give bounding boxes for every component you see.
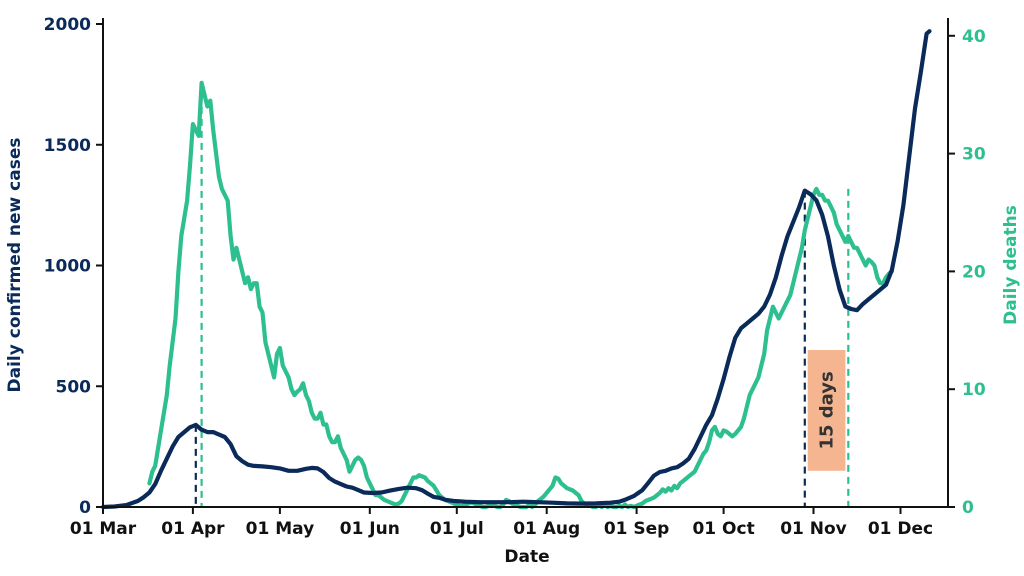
annotation-box xyxy=(807,350,846,471)
x-tick-label: 01 Sep xyxy=(604,519,670,539)
y-left-tick-label: 500 xyxy=(56,377,92,397)
y-right-tick-label: 20 xyxy=(962,262,986,282)
deaths-series-line xyxy=(147,80,894,510)
cases-series-line xyxy=(100,29,932,510)
x-tick-label: 01 Jun xyxy=(340,519,400,539)
y-left-tick-label: 1000 xyxy=(44,257,91,277)
x-tick-label: 01 Nov xyxy=(780,519,847,539)
x-tick-label: 01 Jul xyxy=(430,519,484,539)
x-tick-label: 01 Dec xyxy=(868,519,933,539)
series-layer xyxy=(100,29,932,510)
annotation-label: 15 days xyxy=(817,371,838,449)
x-tick-label: 01 Apr xyxy=(161,519,225,539)
x-axis-title: Date xyxy=(504,547,549,567)
y-axis-left-title: Daily confirmed new cases xyxy=(5,138,25,393)
y-left-tick-label: 1500 xyxy=(44,136,91,156)
y-axis-right-title: Daily deaths xyxy=(1001,205,1021,325)
axes-layer: 0 500 1000 1500 2000 0 10 20 30 40 01 Mar 01 Apr 01 … xyxy=(44,15,986,539)
y-right-tick-label: 0 xyxy=(962,498,974,518)
x-tick-label: 01 Oct xyxy=(692,519,754,539)
x-tick-label: 01 Aug xyxy=(513,519,580,539)
y-right-tick-label: 10 xyxy=(962,380,986,400)
y-right-tick-label: 30 xyxy=(962,145,986,165)
annotation-layer: 15 days xyxy=(807,350,846,471)
x-tick-label: 01 May xyxy=(246,519,315,539)
y-left-tick-label: 0 xyxy=(79,498,91,518)
x-tick-label: 01 Mar xyxy=(70,519,137,539)
y-left-tick-label: 2000 xyxy=(44,15,91,35)
y-right-tick-label: 40 xyxy=(962,27,986,47)
